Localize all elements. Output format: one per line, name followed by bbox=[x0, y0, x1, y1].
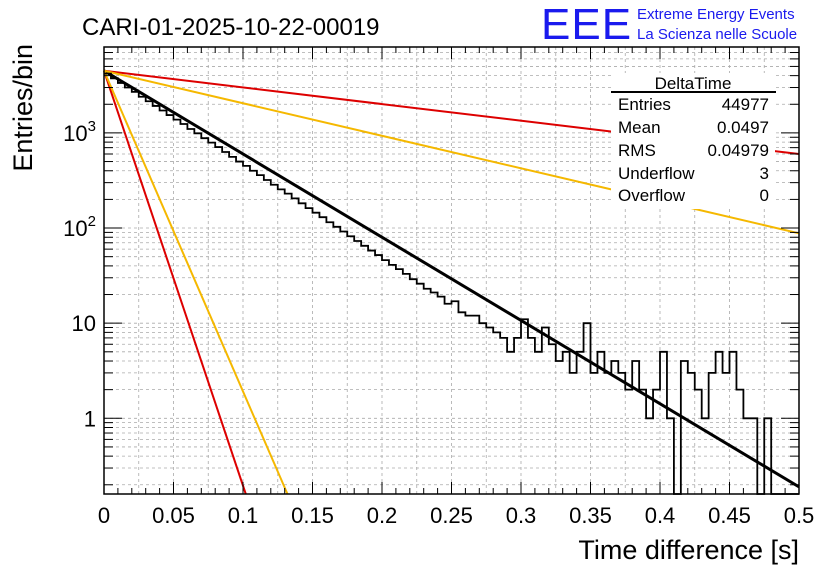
y-tick-label: 10 bbox=[72, 311, 96, 336]
x-tick-label: 0.25 bbox=[430, 503, 473, 528]
run-title: CARI-01-2025-10-22-00019 bbox=[82, 14, 380, 41]
x-tick-label: 0.5 bbox=[784, 503, 815, 528]
x-axis-labels: 0 0.05 0.1 0.15 0.2 0.25 0.3 0.35 0.4 0.45 0.5 bbox=[98, 503, 814, 528]
x-tick-label: 0.35 bbox=[569, 503, 612, 528]
x-tick-label: 0 bbox=[98, 503, 110, 528]
logo-line-1: Extreme Energy Events bbox=[637, 6, 795, 23]
x-tick-label: 0.1 bbox=[228, 503, 259, 528]
stats-label-overflow: Overflow bbox=[618, 186, 686, 205]
stats-value-mean: 0.0497 bbox=[717, 118, 769, 137]
series-fit bbox=[103, 69, 800, 489]
x-tick-label: 0.2 bbox=[367, 503, 398, 528]
stats-value-overflow: 0 bbox=[760, 186, 769, 205]
series-orange-fast bbox=[103, 70, 289, 495]
stats-box: DeltaTime Entries 44977 Mean 0.0497 RMS … bbox=[611, 73, 776, 209]
logo-line-2: La Scienza nelle Scuole bbox=[637, 26, 797, 43]
stats-value-entries: 44977 bbox=[722, 95, 769, 114]
y-axis-title: Entries/bin bbox=[8, 44, 38, 172]
x-tick-label: 0.05 bbox=[152, 503, 195, 528]
stats-label-rms: RMS bbox=[618, 141, 656, 160]
y-axis-labels: 1 10 102 103 bbox=[63, 118, 96, 431]
y-tick-label: 102 bbox=[63, 213, 96, 241]
x-tick-label: 0.3 bbox=[506, 503, 537, 528]
stats-label-mean: Mean bbox=[618, 118, 661, 137]
stats-box-background bbox=[611, 73, 775, 209]
x-tick-label: 0.15 bbox=[291, 503, 334, 528]
stats-value-rms: 0.04979 bbox=[708, 141, 769, 160]
stats-label-entries: Entries bbox=[618, 95, 671, 114]
stats-value-underflow: 3 bbox=[760, 164, 769, 183]
stats-box-title: DeltaTime bbox=[655, 74, 732, 93]
y-tick-label: 1 bbox=[84, 406, 96, 431]
y-tick-label: 103 bbox=[63, 118, 96, 146]
eee-logo: EEE bbox=[541, 0, 632, 49]
stats-label-underflow: Underflow bbox=[618, 164, 695, 183]
x-tick-label: 0.45 bbox=[708, 503, 751, 528]
histogram-layer bbox=[104, 72, 799, 495]
x-axis-title: Time difference [s] bbox=[578, 535, 799, 565]
series-red-fast bbox=[103, 70, 247, 495]
axis-ticks bbox=[103, 47, 800, 494]
histogram-DeltaTime bbox=[104, 72, 799, 495]
x-tick-label: 0.4 bbox=[645, 503, 676, 528]
grid-lines bbox=[104, 47, 799, 494]
